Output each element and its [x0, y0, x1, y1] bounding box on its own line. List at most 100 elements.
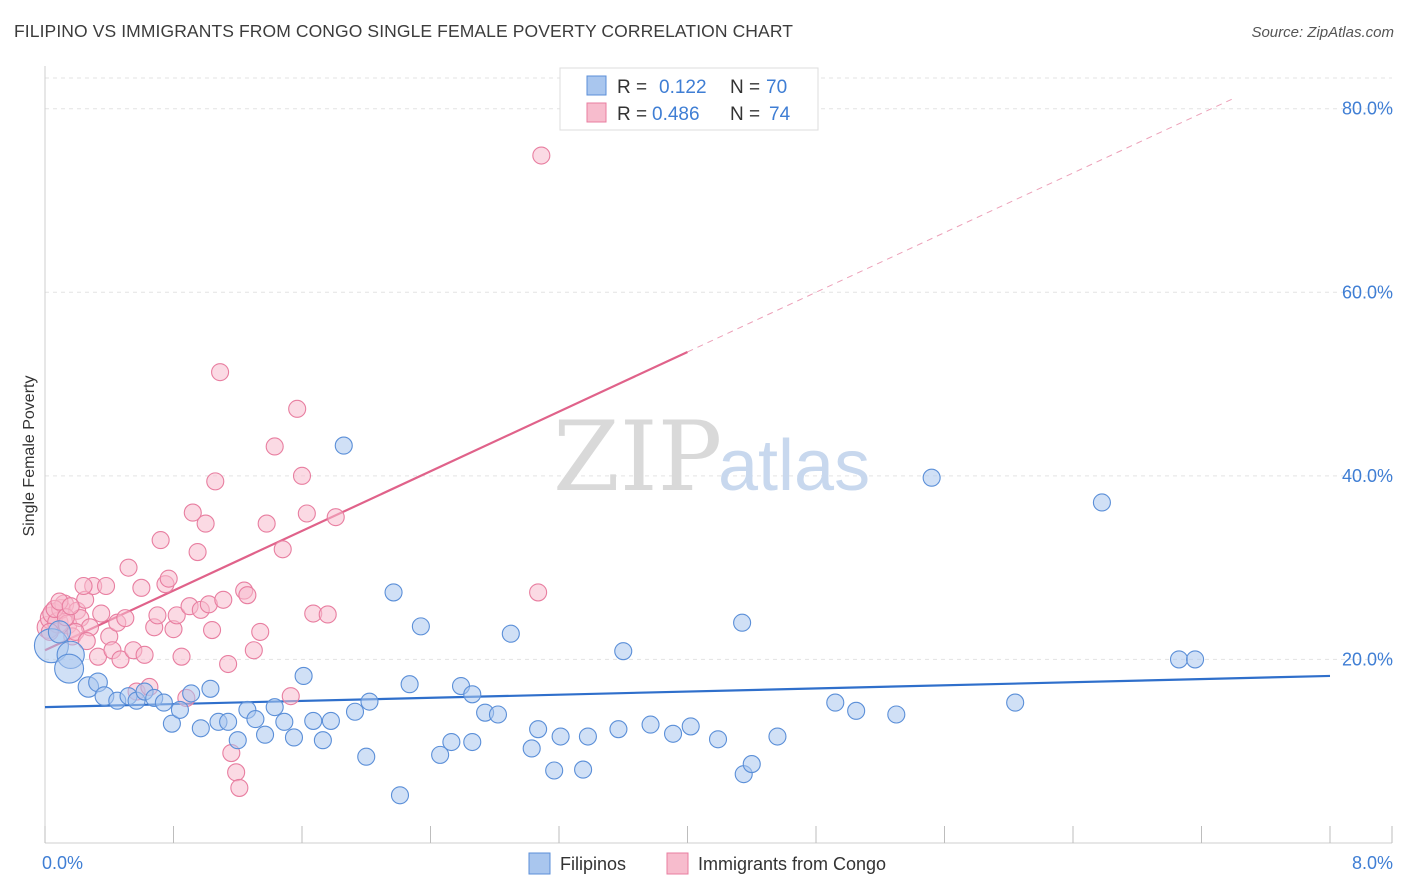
- axes: [44, 66, 1393, 844]
- point-congo-70: [61, 597, 80, 616]
- x-tick-label-1: 8.0%: [1352, 853, 1393, 873]
- point-filipinos-62: [768, 727, 787, 746]
- point-filipinos-31: [334, 436, 353, 455]
- y-tick-label-1: 40.0%: [1342, 466, 1393, 486]
- point-congo-43: [206, 472, 225, 491]
- point-filipinos-25: [275, 712, 294, 731]
- point-congo-46: [219, 654, 238, 674]
- watermark: ZIP atlas: [553, 401, 870, 513]
- point-filipinos-57: [681, 717, 700, 736]
- point-filipinos-29: [313, 731, 332, 750]
- point-filipinos-26: [284, 728, 304, 747]
- point-filipinos-64: [847, 701, 866, 720]
- point-congo-45: [214, 590, 233, 609]
- point-filipinos-39: [431, 745, 450, 764]
- tick-labels: 20.0% 40.0% 60.0% 80.0% 0.0% 8.0%: [42, 99, 1393, 873]
- point-filipinos-14: [170, 700, 189, 719]
- point-congo-28: [148, 606, 167, 625]
- point-congo-40: [196, 514, 215, 533]
- legend-n-value-1: 74: [769, 104, 791, 125]
- point-filipinos-50: [551, 727, 570, 746]
- point-filipinos-45: [488, 705, 508, 724]
- legend-r-label-0: R =: [617, 77, 647, 98]
- point-congo-31: [159, 569, 178, 588]
- point-congo-55: [265, 437, 284, 456]
- point-congo-20: [116, 609, 135, 628]
- point-congo-19: [111, 650, 130, 669]
- point-filipinos-53: [609, 720, 628, 739]
- point-congo-62: [318, 605, 337, 624]
- trend-line-filipinos: [44, 674, 1331, 709]
- point-filipinos-49: [545, 761, 564, 780]
- point-filipinos-27: [294, 666, 313, 686]
- point-filipinos-58: [708, 730, 728, 749]
- legend-swatch-congo: [586, 102, 607, 123]
- point-filipinos-59: [733, 613, 752, 632]
- stats-legend: R = 0.122 N = 70 R = 0.486 N = 74: [559, 67, 819, 131]
- legend-r-label-1: R =: [617, 104, 647, 125]
- point-filipinos-54: [614, 642, 633, 661]
- point-filipinos-24: [265, 698, 284, 717]
- bottom-legend-label-filipinos: Filipinos: [560, 854, 626, 874]
- point-filipinos-13: [162, 714, 181, 733]
- point-congo-15: [96, 576, 116, 596]
- legend-swatch-filipinos: [586, 75, 607, 96]
- point-filipinos-22: [246, 710, 265, 729]
- point-congo-65: [532, 146, 551, 165]
- point-filipinos-23: [256, 725, 275, 744]
- point-filipinos-46: [501, 624, 520, 643]
- point-congo-53: [251, 622, 270, 641]
- point-filipinos-17: [201, 679, 220, 698]
- trend-lines: [44, 97, 1331, 709]
- point-congo-44: [211, 363, 230, 382]
- point-congo-72: [74, 576, 93, 596]
- chart-source: Source: ZipAtlas.com: [1251, 24, 1394, 41]
- point-congo-52: [244, 641, 263, 660]
- point-filipinos-51: [574, 760, 593, 779]
- data-points: [33, 146, 1205, 805]
- gridlines: [45, 77, 1392, 660]
- point-filipinos-16: [191, 719, 210, 738]
- watermark-zip: ZIP: [553, 401, 722, 513]
- y-tick-label-2: 60.0%: [1342, 282, 1393, 302]
- point-congo-37: [183, 503, 202, 522]
- point-filipinos-67: [1006, 693, 1025, 712]
- point-filipinos-47: [522, 739, 541, 758]
- point-congo-29: [151, 531, 170, 550]
- point-congo-24: [132, 578, 151, 597]
- point-congo-56: [273, 540, 292, 559]
- point-congo-64: [529, 583, 548, 602]
- point-congo-58: [288, 399, 307, 418]
- point-congo-59: [292, 466, 312, 485]
- point-congo-42: [203, 621, 222, 640]
- series-legend: Filipinos Immigrants from Congo: [528, 852, 886, 875]
- point-congo-54: [257, 514, 276, 533]
- point-filipinos-34: [360, 692, 379, 711]
- legend-r-value-1: 0.486: [652, 104, 700, 125]
- point-filipinos-37: [400, 675, 419, 694]
- point-congo-73: [77, 632, 96, 651]
- point-filipinos-36: [390, 786, 410, 805]
- point-filipinos-20: [228, 731, 247, 750]
- point-filipinos-56: [663, 724, 683, 743]
- point-filipinos-66: [922, 468, 941, 487]
- point-filipinos-2: [54, 653, 85, 684]
- point-filipinos-19: [219, 712, 238, 731]
- point-filipinos-15: [182, 684, 201, 703]
- point-filipinos-61: [742, 755, 761, 774]
- legend-r-value-0: 0.122: [659, 77, 707, 98]
- point-filipinos-70: [1186, 650, 1205, 669]
- bottom-legend-swatch-filipinos: [528, 852, 551, 875]
- point-filipinos-68: [1092, 493, 1111, 512]
- legend-n-label-0: N =: [730, 77, 760, 98]
- legend-n-value-0: 70: [766, 77, 787, 98]
- point-filipinos-63: [826, 693, 845, 712]
- point-filipinos-65: [887, 705, 906, 724]
- point-congo-25: [135, 645, 154, 664]
- point-filipinos-52: [578, 727, 597, 746]
- point-filipinos-3: [47, 620, 72, 644]
- y-tick-label-3: 80.0%: [1342, 99, 1393, 119]
- point-filipinos-12: [154, 693, 173, 712]
- point-congo-48: [227, 763, 246, 782]
